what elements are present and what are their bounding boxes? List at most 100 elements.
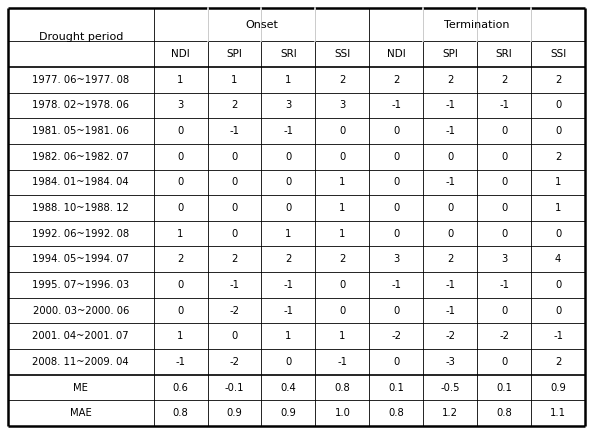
Text: -0.1: -0.1 xyxy=(225,382,244,392)
Text: -2: -2 xyxy=(499,331,509,341)
Text: 2: 2 xyxy=(393,75,400,85)
Text: 0: 0 xyxy=(339,306,346,316)
Text: 0: 0 xyxy=(231,331,238,341)
Text: 0.4: 0.4 xyxy=(280,382,296,392)
Text: 1: 1 xyxy=(231,75,238,85)
Text: 1: 1 xyxy=(285,229,292,239)
Text: -1: -1 xyxy=(337,357,347,367)
Text: 0: 0 xyxy=(177,126,184,136)
Text: 0: 0 xyxy=(555,100,561,110)
Text: 1: 1 xyxy=(285,331,292,341)
Text: 0.8: 0.8 xyxy=(496,408,512,418)
Text: 0: 0 xyxy=(339,126,346,136)
Text: 0: 0 xyxy=(393,229,400,239)
Text: -1: -1 xyxy=(391,100,401,110)
Text: 0: 0 xyxy=(555,229,561,239)
Text: -1: -1 xyxy=(283,126,294,136)
Text: 0: 0 xyxy=(501,203,507,213)
Text: 1: 1 xyxy=(177,229,184,239)
Text: 0: 0 xyxy=(177,203,184,213)
Text: 0: 0 xyxy=(285,203,292,213)
Text: NDI: NDI xyxy=(387,49,406,59)
Text: MAE: MAE xyxy=(70,408,92,418)
Text: 2: 2 xyxy=(339,254,346,264)
Text: 0: 0 xyxy=(231,203,238,213)
Text: 1: 1 xyxy=(339,203,346,213)
Text: 0.8: 0.8 xyxy=(388,408,404,418)
Text: 2: 2 xyxy=(285,254,292,264)
Text: -1: -1 xyxy=(229,126,240,136)
Text: 0.6: 0.6 xyxy=(173,382,189,392)
Text: 0: 0 xyxy=(447,229,453,239)
Text: 1981. 05~1981. 06: 1981. 05~1981. 06 xyxy=(32,126,129,136)
Text: 1978. 02~1978. 06: 1978. 02~1978. 06 xyxy=(32,100,129,110)
Text: 0: 0 xyxy=(285,357,292,367)
Text: 1988. 10~1988. 12: 1988. 10~1988. 12 xyxy=(33,203,129,213)
Text: 2: 2 xyxy=(555,357,561,367)
Text: 1977. 06~1977. 08: 1977. 06~1977. 08 xyxy=(32,75,129,85)
Text: -1: -1 xyxy=(445,100,455,110)
Text: 1982. 06~1982. 07: 1982. 06~1982. 07 xyxy=(32,152,129,162)
Text: 1984. 01~1984. 04: 1984. 01~1984. 04 xyxy=(33,178,129,187)
Text: 1: 1 xyxy=(555,203,561,213)
Text: 0: 0 xyxy=(501,152,507,162)
Text: 1994. 05~1994. 07: 1994. 05~1994. 07 xyxy=(32,254,129,264)
Text: 0: 0 xyxy=(285,178,292,187)
Text: SRI: SRI xyxy=(280,49,296,59)
Text: 3: 3 xyxy=(177,100,184,110)
Text: Termination: Termination xyxy=(444,20,510,30)
Text: 0: 0 xyxy=(393,306,400,316)
Text: 0: 0 xyxy=(447,152,453,162)
Text: 1.2: 1.2 xyxy=(442,408,458,418)
Text: 0: 0 xyxy=(393,178,400,187)
Text: 0: 0 xyxy=(501,306,507,316)
Text: Onset: Onset xyxy=(245,20,278,30)
Text: 0: 0 xyxy=(339,280,346,290)
Text: -1: -1 xyxy=(499,280,509,290)
Text: 0.8: 0.8 xyxy=(173,408,189,418)
Text: -2: -2 xyxy=(229,357,240,367)
Text: 2: 2 xyxy=(231,254,238,264)
Text: 0: 0 xyxy=(393,203,400,213)
Text: NDI: NDI xyxy=(171,49,190,59)
Text: 0.8: 0.8 xyxy=(334,382,350,392)
Text: 1: 1 xyxy=(285,75,292,85)
Text: -0.5: -0.5 xyxy=(441,382,460,392)
Text: Drought period: Drought period xyxy=(39,33,123,43)
Text: 0: 0 xyxy=(555,126,561,136)
Text: -1: -1 xyxy=(391,280,401,290)
Text: 2: 2 xyxy=(339,75,346,85)
Text: 0: 0 xyxy=(285,152,292,162)
Text: -1: -1 xyxy=(283,280,294,290)
Text: 0: 0 xyxy=(393,152,400,162)
Text: 1: 1 xyxy=(339,229,346,239)
Text: 0: 0 xyxy=(231,178,238,187)
Text: SSI: SSI xyxy=(334,49,350,59)
Text: 4: 4 xyxy=(555,254,561,264)
Text: 1: 1 xyxy=(177,331,184,341)
Text: -1: -1 xyxy=(229,280,240,290)
Text: 3: 3 xyxy=(285,100,292,110)
Text: 1.1: 1.1 xyxy=(550,408,566,418)
Text: 2008. 11~2009. 04: 2008. 11~2009. 04 xyxy=(33,357,129,367)
Text: -1: -1 xyxy=(176,357,186,367)
Text: -1: -1 xyxy=(283,306,294,316)
Text: SPI: SPI xyxy=(442,49,458,59)
Text: SRI: SRI xyxy=(496,49,512,59)
Text: 3: 3 xyxy=(339,100,346,110)
Text: -3: -3 xyxy=(445,357,455,367)
Text: 1992. 06~1992. 08: 1992. 06~1992. 08 xyxy=(32,229,129,239)
Text: 2: 2 xyxy=(555,75,561,85)
Text: 0: 0 xyxy=(177,306,184,316)
Text: -1: -1 xyxy=(499,100,509,110)
Text: -2: -2 xyxy=(391,331,401,341)
Text: 0: 0 xyxy=(393,357,400,367)
Text: 0: 0 xyxy=(447,203,453,213)
Text: 2: 2 xyxy=(447,75,454,85)
Text: 0: 0 xyxy=(231,152,238,162)
Text: -2: -2 xyxy=(445,331,455,341)
Text: SSI: SSI xyxy=(550,49,566,59)
Text: 2000. 03~2000. 06: 2000. 03~2000. 06 xyxy=(33,306,129,316)
Text: 0: 0 xyxy=(177,280,184,290)
Text: 0: 0 xyxy=(339,152,346,162)
